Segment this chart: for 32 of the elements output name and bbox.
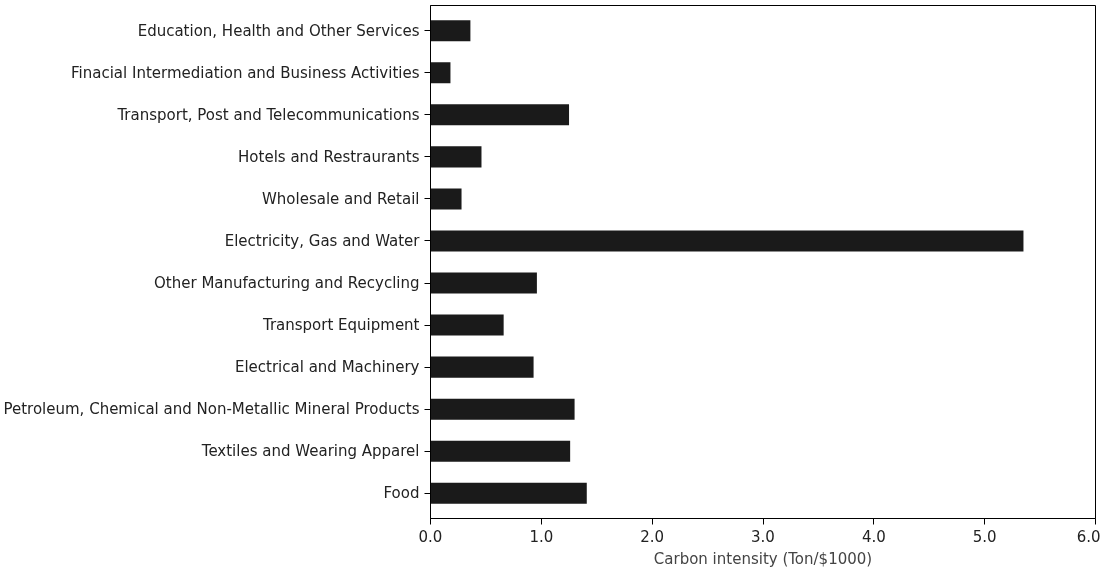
y-tick-label: Transport Equipment <box>261 316 420 335</box>
bar <box>430 230 1024 252</box>
y-tick-label: Petroleum, Chemical and Non-Metallic Mineral Products <box>3 400 420 419</box>
bar <box>430 146 482 168</box>
bar <box>430 104 570 126</box>
x-tick-label: 3.0 <box>751 527 775 546</box>
y-tick-label: Hotels and Restraurants <box>238 147 420 166</box>
y-tick-label: Textiles and Wearing Apparel <box>200 442 420 461</box>
x-tick-label: 2.0 <box>640 527 665 546</box>
x-axis-title: Carbon intensity (Ton/$1000) <box>653 549 873 568</box>
bar <box>430 314 504 336</box>
x-tick-label: 1.0 <box>529 527 554 546</box>
y-tick-label: Food <box>383 484 420 503</box>
y-tick-label: Other Manufacturing and Recycling <box>154 274 420 293</box>
y-tick-label: Wholesale and Retail <box>262 189 420 208</box>
bar <box>430 398 575 420</box>
bar <box>430 188 462 210</box>
x-tick-label: 4.0 <box>861 527 886 546</box>
bar <box>430 272 537 294</box>
x-tick-label: 0.0 <box>418 527 443 546</box>
bar <box>430 356 534 378</box>
x-tick-label: 6.0 <box>1076 527 1101 546</box>
y-tick-label: Electricity, Gas and Water <box>224 231 421 250</box>
y-tick-label: Transport, Post and Telecommunications <box>116 105 420 124</box>
bar <box>430 62 451 84</box>
bar <box>430 440 571 462</box>
y-tick-label: Electrical and Machinery <box>234 358 420 377</box>
bar <box>430 20 471 42</box>
y-tick-label: Education, Health and Other Services <box>137 21 420 40</box>
bar <box>430 482 587 504</box>
y-tick-label: Finacial Intermediation and Business Activities <box>71 63 420 82</box>
x-tick-label: 5.0 <box>972 527 997 546</box>
